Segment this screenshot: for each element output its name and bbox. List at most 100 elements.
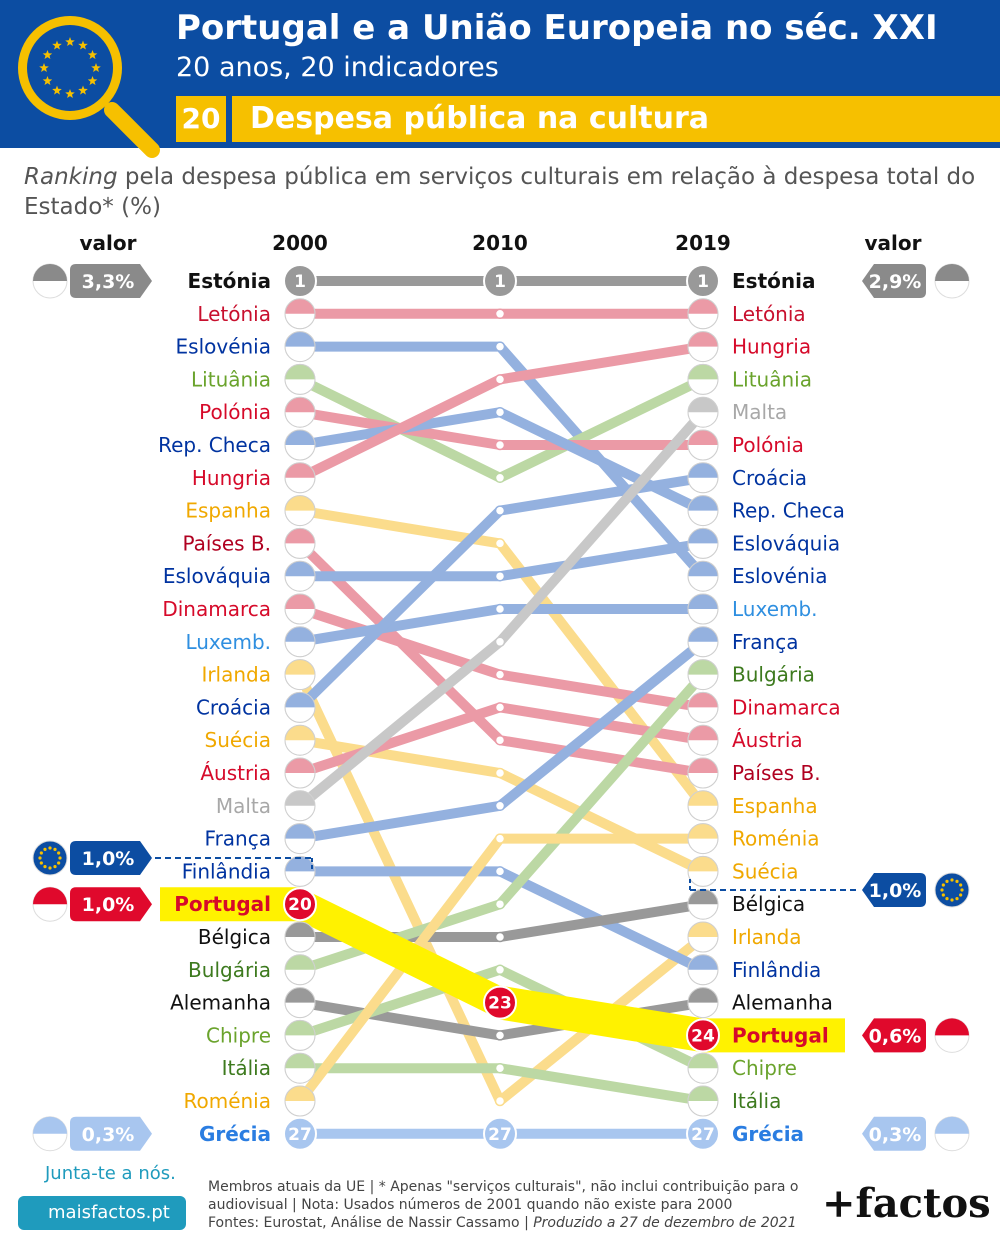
flag-icon-dinamarca-2000: [284, 593, 316, 625]
eu-flag-icon-left: [32, 840, 68, 876]
dot-2010-alemanha: [494, 1030, 506, 1041]
rank-circle-estonia-2019: [686, 264, 720, 298]
dot-2010-croacia: [494, 505, 506, 516]
value-bubble-right-estonia: [862, 264, 926, 298]
eu-star-icon: [78, 40, 88, 50]
rank-circle-grecia-2019: [686, 1116, 720, 1151]
value-bubble-left-portugal: [70, 887, 152, 922]
label-2019-malta: Malta: [732, 400, 787, 424]
label-2019-eslovenia: Eslovénia: [732, 564, 827, 588]
label-2000-grecia: Grécia: [199, 1122, 271, 1146]
rank-circle-portugal-2019: [686, 1018, 720, 1053]
label-2000-austria: Áustria: [200, 761, 271, 785]
label-2000-lituania: Lituânia: [191, 367, 271, 391]
country-labels: Estónia Estónia Letónia Letónia Eslovénia Esl…: [158, 269, 845, 1146]
brand-logo: +factos: [822, 1180, 991, 1227]
label-2019-belgica: Bélgica: [732, 892, 805, 916]
rank-number-portugal-2000: 20: [288, 895, 312, 915]
label-2000-italia: Itália: [222, 1056, 271, 1080]
flag-icon-austria-2019: [687, 724, 719, 756]
flag-icon-eslovenia-2000: [284, 331, 316, 363]
eu-star-icon: [87, 50, 98, 59]
flag-icon-bulgaria-2019: [687, 659, 719, 691]
eu-star-icon: [42, 76, 53, 85]
dot-2010-luxemb: [494, 603, 506, 615]
value-right-estonia: 2,9%: [869, 271, 922, 293]
flag-icon-franca-2000: [284, 823, 316, 855]
label-2000-suecia: Suécia: [205, 728, 271, 752]
label-2019-croacia: Croácia: [732, 466, 807, 490]
label-2000-eslovenia: Eslovénia: [176, 335, 271, 359]
label-2000-croacia: Croácia: [196, 695, 271, 719]
dot-2010-suecia: [494, 767, 506, 779]
dot-2010-dinamarca: [494, 669, 506, 680]
dot-2010-lituania: [494, 472, 506, 484]
flag-icon-portugal-value-right: [934, 1017, 970, 1053]
label-2000-estonia: Estónia: [188, 269, 271, 293]
flag-icon-suecia-2019: [687, 855, 719, 887]
value-bubble-left-estonia: [70, 264, 152, 298]
value-right-portugal: 0,6%: [869, 1025, 922, 1047]
rank-circle-grecia-2010: [483, 1116, 517, 1151]
value-right-grecia: 0,3%: [869, 1124, 922, 1146]
flag-icon-luxemb-2000: [284, 626, 316, 658]
value-bubbles: 3,3% 1,0% 1,0% 0,3% 2,9% 1,0% 0,6% 0,3%: [32, 263, 970, 1152]
eu-star-icon: [87, 76, 98, 85]
flag-icon-chipre-2019: [687, 1052, 719, 1084]
flag-icon-eslovaquia-2019: [687, 527, 719, 559]
label-2000-eslovaquia: Eslováquia: [163, 564, 271, 588]
label-2019-portugal: Portugal: [732, 1023, 829, 1047]
section-title: Despesa pública na cultura: [250, 101, 710, 136]
dot-2010-polonia: [494, 439, 506, 451]
label-2000-paises-b: Países B.: [182, 531, 271, 555]
eu-star-icon: [65, 89, 75, 98]
valor-label-left: valor: [80, 231, 137, 255]
footer-line-2: audiovisual | Nota: Usados números de 20…: [208, 1197, 733, 1213]
portugal-highlight-band: [160, 887, 845, 1053]
eu-star-icon: [78, 85, 88, 95]
rank-number-grecia-2019: 27: [691, 1125, 715, 1145]
rank-number-estonia-2000: 1: [294, 272, 306, 292]
flag-icon-croacia-2000: [284, 691, 316, 723]
label-2019-paises-b: Países B.: [732, 761, 821, 785]
eu-star-icon: [42, 50, 53, 59]
flag-icon-austria-2000: [284, 757, 316, 789]
label-2019-rep-checa: Rep. Checa: [732, 499, 845, 523]
dot-2010-paises-b: [494, 734, 506, 746]
label-2019-letonia: Letónia: [732, 302, 806, 326]
portugal-highlight: [160, 887, 845, 1053]
dot-2010-rep-checa: [494, 406, 506, 418]
flag-icon-lituania-2019: [687, 363, 719, 395]
label-2019-hungria: Hungria: [732, 335, 811, 359]
dot-2010-irlanda: [494, 1095, 506, 1107]
label-2000-franca: França: [205, 827, 271, 851]
flag-icon-franca-2019: [687, 626, 719, 658]
rank-circle-estonia-2000: [283, 264, 317, 298]
flag-icon-hungria-2019: [687, 331, 719, 363]
label-2000-malta: Malta: [216, 794, 271, 818]
flag-icon-espanha-2000: [284, 495, 316, 527]
rank-dots: 1 1 1 20 23 24 27 27 27: [283, 264, 720, 1151]
label-2019-franca: França: [732, 630, 798, 654]
join-us-text: Junta-te a nós.: [45, 1163, 176, 1184]
dot-2010-franca: [494, 800, 506, 812]
flag-icon-irlanda-2000: [284, 659, 316, 691]
flag-icon-polonia-2000: [284, 396, 316, 428]
label-2019-irlanda: Irlanda: [732, 925, 802, 949]
year-label-2019: 2019: [675, 231, 731, 255]
value-left-portugal: 1,0%: [82, 894, 135, 916]
flag-icon-romenia-2000: [284, 1085, 316, 1117]
label-2019-alemanha: Alemanha: [732, 991, 833, 1015]
value-right-ue: 1,0%: [869, 880, 922, 902]
section-bar: [232, 96, 1000, 142]
site-link-button[interactable]: [18, 1196, 186, 1230]
rank-circle-portugal-2000: [283, 887, 317, 922]
label-2019-lituania: Lituânia: [732, 367, 812, 391]
flag-icon-grecia-value-right: [934, 1116, 970, 1152]
flag-icon-irlanda-2019: [687, 921, 719, 953]
page-subtitle: 20 anos, 20 indicadores: [176, 52, 499, 83]
site-link-label[interactable]: maisfactos.pt: [48, 1202, 170, 1223]
footer-line-1: Membros atuais da UE | * Apenas "serviço…: [208, 1179, 799, 1195]
dot-2010-malta: [494, 636, 506, 648]
flag-icon-finlandia-2019: [687, 954, 719, 986]
